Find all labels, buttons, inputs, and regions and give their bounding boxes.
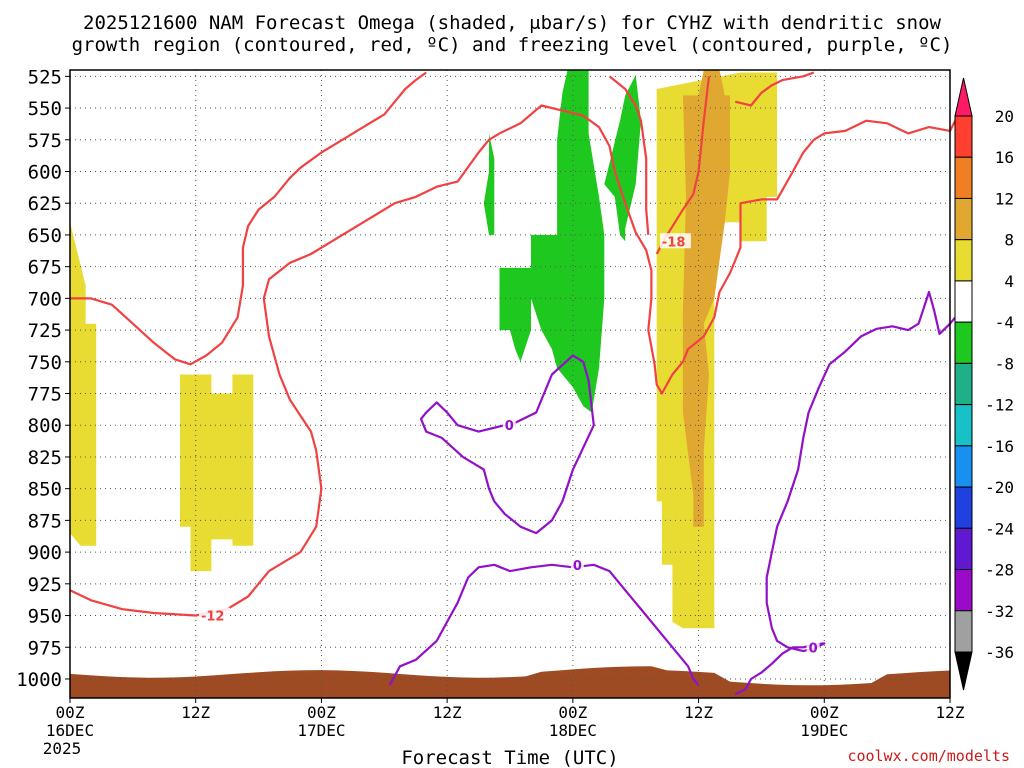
colorbar-box-7 (954, 404, 973, 447)
x-tick-label-1: 12Z (181, 703, 210, 722)
omega-region-0 (70, 222, 97, 546)
y-tick-label-875: 875 (28, 510, 62, 532)
omega-region-3 (740, 72, 778, 242)
y-tick-label-925: 925 (28, 574, 62, 596)
x-tick-label-3: 12Z (433, 703, 462, 722)
surface-ground (70, 666, 950, 698)
dendritic-contour-line-2 (499, 104, 962, 395)
colorbar-label-8: -16 (985, 437, 1014, 456)
y-tick-label-725: 725 (28, 320, 62, 342)
freezing-contour-label-bg-0 (502, 417, 516, 433)
ground-layer (70, 666, 950, 698)
colorbar-box-10 (954, 527, 973, 571)
x-axis-label: Forecast Time (UTC) (401, 747, 618, 768)
colorbar-box-12 (954, 610, 973, 653)
x-date-label-4: 18DEC (549, 721, 597, 740)
dendritic-contour-label-bg-3 (659, 233, 691, 249)
colorbar-bottom-arrow (954, 651, 973, 691)
colorbar-label-10: -24 (985, 519, 1014, 538)
colorbar-label-12: -32 (985, 602, 1014, 621)
omega-region-5 (499, 70, 605, 413)
freezing-contour-label-0: 0 (505, 419, 514, 434)
x-tick-label-4: 00Z (558, 703, 587, 722)
omega-region-7 (604, 75, 641, 242)
y-tick-label-825: 825 (28, 447, 62, 469)
chart-title-line2: growth region (contoured, red, ºC) and f… (72, 34, 953, 56)
watermark: coolwx.com/modelts (847, 747, 1010, 765)
x-tick-label-6: 00Z (810, 703, 839, 722)
freezing-contour-line-1 (388, 563, 700, 687)
axes: 525 550 575 600 625 650 675 700 725 750 775 800 825 8… (16, 66, 965, 758)
y-tick-label-650: 650 (28, 225, 62, 247)
colorbar-box-1 (954, 156, 973, 199)
colorbar-box-0 (954, 115, 973, 158)
colorbar-label-13: -36 (985, 643, 1014, 662)
colorbar-box-6 (954, 362, 973, 406)
colorbar-box-5 (954, 321, 973, 364)
y-tick-label-625: 625 (28, 193, 62, 215)
colorbar-box-4 (954, 280, 973, 323)
y-tick-label-550: 550 (28, 98, 62, 120)
omega-region-6 (483, 133, 495, 235)
dendritic-contour-label-bg-0 (198, 607, 230, 623)
dendritic-contour-line-1 (70, 71, 427, 366)
freezing-contour-line-2 (734, 290, 962, 696)
colorbar-top-arrow (954, 77, 973, 117)
dendritic-contour-line-0 (69, 132, 501, 617)
y-tick-label-950: 950 (28, 606, 62, 628)
y-tick-label-850: 850 (28, 479, 62, 501)
x-date-label-6: 19DEC (800, 721, 848, 740)
colorbar-label-7: -12 (985, 396, 1014, 415)
dendritic-growth-contours: -12 -18 (69, 71, 962, 625)
dendritic-contour-line-5 (734, 71, 815, 107)
dendritic-contour-label-0: -12 (201, 610, 225, 625)
y-tick-label-525: 525 (28, 66, 62, 88)
colorbar-box-3 (954, 239, 973, 282)
y-tick-label-675: 675 (28, 257, 62, 279)
plot-frame (69, 69, 951, 699)
x-tick-label-0: 00Z (56, 703, 85, 722)
colorbar-label-0: 20 (995, 107, 1014, 126)
colorbar-label-11: -28 (985, 561, 1014, 580)
omega-shading (70, 70, 778, 629)
dendritic-contour-line-4 (608, 75, 650, 235)
colorbar-label-6: -8 (995, 354, 1014, 373)
x-year-label-0: 2025 (43, 739, 82, 758)
freezing-level-contours: 0 0 0 (388, 290, 962, 696)
colorbar-label-3: 8 (1004, 231, 1014, 250)
colorbar-label-9: -20 (985, 478, 1014, 497)
x-tick-label-7: 12Z (936, 703, 965, 722)
y-tick-label-700: 700 (28, 288, 62, 310)
colorbar: 20 16 12 8 4 -4 -8 -12 -16 -20 -24 -28 -32 -36 (954, 77, 1014, 691)
colorbar-label-1: 16 (995, 148, 1014, 167)
y-tick-label-800: 800 (28, 415, 62, 437)
y-tick-label-1000: 1000 (16, 669, 62, 691)
colorbar-label-2: 12 (995, 189, 1014, 208)
omega-region-1 (180, 374, 254, 572)
x-date-label-2: 17DEC (297, 721, 345, 740)
y-tick-label-775: 775 (28, 384, 62, 406)
colorbar-label-5: -4 (995, 313, 1014, 332)
x-date-label-0: 16DEC (46, 721, 94, 740)
y-tick-label-600: 600 (28, 161, 62, 183)
freezing-contour-label-1: 0 (573, 559, 582, 574)
dendritic-contour-label-3: -18 (662, 235, 686, 250)
freezing-contour-label-bg-1 (570, 556, 584, 572)
x-tick-label-5: 12Z (684, 703, 713, 722)
y-tick-label-975: 975 (28, 637, 62, 659)
y-tick-label-750: 750 (28, 352, 62, 374)
colorbar-label-4: 4 (1004, 272, 1014, 291)
colorbar-box-2 (954, 197, 973, 241)
freezing-contour-label-2: 0 (809, 641, 818, 656)
chart-title-line1: 2025121600 NAM Forecast Omega (shaded, μ… (83, 12, 941, 34)
colorbar-box-11 (954, 569, 973, 612)
colorbar-box-9 (954, 486, 973, 529)
y-tick-label-575: 575 (28, 130, 62, 152)
freezing-contour-line-0 (419, 354, 595, 535)
x-tick-label-2: 00Z (307, 703, 336, 722)
colorbar-box-8 (954, 445, 973, 488)
y-tick-label-900: 900 (28, 542, 62, 564)
freezing-contour-label-bg-2 (806, 639, 820, 655)
